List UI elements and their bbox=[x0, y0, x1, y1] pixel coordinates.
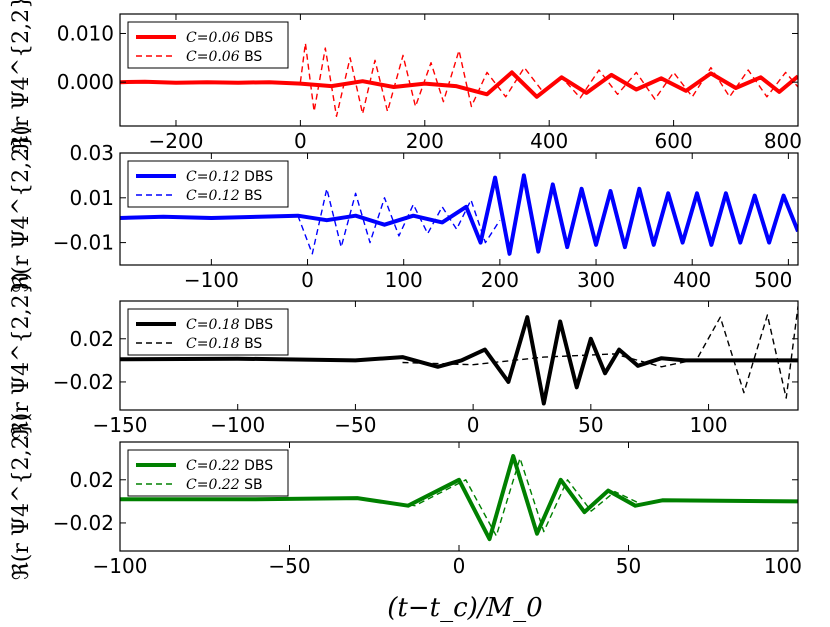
legend-label-math: C=0.18 bbox=[186, 336, 244, 352]
legend-label-tag: BS bbox=[244, 49, 262, 65]
x-tick-label: 50 bbox=[578, 413, 603, 437]
legend-entry: C=0.12 BS bbox=[186, 188, 262, 204]
legend-entry: C=0.12 DBS bbox=[186, 169, 273, 185]
legend-label-math: C=0.22 bbox=[186, 458, 244, 474]
x-tick-label: −150 bbox=[93, 413, 148, 437]
legend-entry: C=0.18 DBS bbox=[186, 317, 273, 333]
legend-label-tag: DBS bbox=[244, 458, 273, 474]
legend-label-math: C=0.06 bbox=[186, 49, 244, 65]
x-tick-label: 100 bbox=[689, 413, 727, 437]
x-tick-label: 0 bbox=[294, 129, 307, 153]
x-tick-label: 0 bbox=[453, 554, 466, 578]
legend-entry: C=0.06 DBS bbox=[186, 30, 273, 46]
x-tick-label: −100 bbox=[93, 554, 148, 578]
plot-frame bbox=[119, 152, 799, 266]
panel-1: −200 0 200 400 600 800 0.010 0.000 ℜ(r Ψ4^{2,2})… bbox=[9, 0, 802, 154]
legend-entry: C=0.22 DBS bbox=[186, 458, 273, 474]
x-tick-label: 50 bbox=[616, 554, 641, 578]
legend-label-tag: BS bbox=[244, 188, 262, 204]
y-tick-label: 0.000 bbox=[57, 70, 114, 94]
legend-label-math: C=0.06 bbox=[186, 30, 244, 46]
series-line-bs-panel-1 bbox=[299, 42, 798, 117]
panel-2: −100 0 100 200 300 400 500 0.03 0.01 −0.01 ℜ(r Ψ4^… bbox=[9, 125, 799, 293]
x-tick-label: 800 bbox=[764, 129, 802, 153]
x-tick-label: 100 bbox=[385, 268, 423, 292]
x-tick-label: −50 bbox=[268, 554, 310, 578]
x-tick-label: 200 bbox=[406, 129, 444, 153]
y-axis-label: ℜ(r Ψ4^{2,2}) bbox=[9, 272, 34, 439]
series-line-dbs-panel-3 bbox=[120, 315, 798, 406]
plot-frame bbox=[119, 13, 799, 127]
series-line-bs-panel-3 bbox=[402, 306, 798, 399]
y-axis-label: ℜ(r Ψ4^{2,2}) bbox=[9, 413, 34, 580]
x-tick-label: 0 bbox=[467, 413, 480, 437]
y-tick-label: 0.01 bbox=[69, 186, 114, 210]
panel-4: −100 −50 0 50 100 0.02 −0.02 ℜ(r Ψ4^{2,2}) C=0.2… bbox=[9, 413, 802, 580]
x-tick-label: 500 bbox=[754, 268, 792, 292]
x-tick-label: 100 bbox=[764, 554, 802, 578]
x-tick-label: 0 bbox=[301, 268, 314, 292]
y-tick-label: 0.03 bbox=[69, 141, 114, 165]
legend-label-math: C=0.12 bbox=[186, 169, 244, 185]
x-tick-label: −200 bbox=[149, 129, 204, 153]
legend-box bbox=[127, 449, 289, 497]
x-tick-label: 400 bbox=[530, 129, 568, 153]
y-tick-label: −0.02 bbox=[53, 511, 114, 535]
legend-label-math: C=0.18 bbox=[186, 317, 244, 333]
plot-frame bbox=[119, 300, 799, 411]
x-tick-label: −100 bbox=[184, 268, 239, 292]
y-tick-label: 0.010 bbox=[57, 21, 114, 45]
x-tick-label: 400 bbox=[673, 268, 711, 292]
y-axis-label: ℜ(r Ψ4^{2,2}) bbox=[9, 0, 34, 154]
y-tick-label: −0.01 bbox=[53, 231, 114, 255]
series-line-dbs-panel-1 bbox=[120, 70, 798, 99]
legend-label-tag: BS bbox=[244, 336, 262, 352]
legend-box bbox=[127, 21, 289, 69]
legend-label-tag: DBS bbox=[244, 317, 273, 333]
x-axis-label: (t−t_c)/M_0 bbox=[387, 593, 542, 623]
x-tick-label: 600 bbox=[655, 129, 693, 153]
x-tick-label: 300 bbox=[577, 268, 615, 292]
series-line-bs-panel-2 bbox=[297, 188, 501, 255]
legend-entry: C=0.06 BS bbox=[186, 49, 262, 65]
x-tick-label: −100 bbox=[210, 413, 265, 437]
legend-entry: C=0.18 BS bbox=[186, 336, 262, 352]
y-axis-label: ℜ(r Ψ4^{2,2}) bbox=[9, 125, 34, 292]
y-tick-label: 0.02 bbox=[69, 468, 114, 492]
y-tick-label: 0.02 bbox=[69, 327, 114, 351]
legend-entry: C=0.22 SB bbox=[186, 477, 263, 493]
legend-label-tag: DBS bbox=[244, 30, 273, 46]
legend-label-tag: SB bbox=[244, 477, 263, 493]
series-line-dbs-panel-2 bbox=[120, 173, 798, 256]
legend-box bbox=[127, 160, 289, 208]
legend-label-math: C=0.12 bbox=[186, 188, 244, 204]
legend-label-tag: DBS bbox=[244, 169, 273, 185]
x-tick-label: −50 bbox=[334, 413, 376, 437]
x-tick-label: 200 bbox=[481, 268, 519, 292]
legend-box bbox=[127, 308, 289, 356]
legend-label-math: C=0.22 bbox=[186, 477, 244, 493]
panel-3: −150 −100 −50 0 50 100 0.02 −0.02 ℜ(r Ψ4^{2,2}) C… bbox=[9, 272, 799, 439]
y-tick-label: −0.02 bbox=[53, 370, 114, 394]
